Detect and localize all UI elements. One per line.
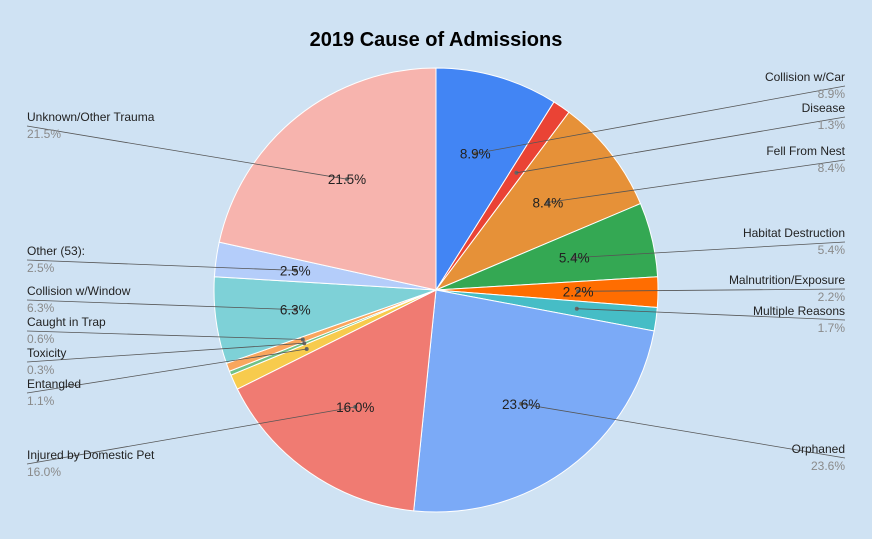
legend-label-unknown-other-trauma: Unknown/Other Trauma [27,110,155,124]
pie-slice-fell-from-nest [434,111,642,292]
pie-slice-unknown-other-trauma [218,67,437,291]
legend-percent-disease: 1.3% [818,118,846,132]
slice-inner-label-habitat-destruction: 5.4% [559,251,590,266]
legend-label-multiple-reasons: Multiple Reasons [753,304,845,318]
slice-inner-label-unknown-other-trauma: 21.5% [328,172,366,187]
legend-label-collision-w-car: Collision w/Car [765,70,845,84]
leader-line-habitat-destruction [574,241,846,258]
legend-label-orphaned: Orphaned [792,442,845,456]
legend-label-malnutrition-exposure: Malnutrition/Exposure [729,273,845,287]
leader-line-fell-from-nest [547,159,846,203]
leader-line-caught-in-trap [26,330,303,340]
legend-label-disease: Disease [802,101,846,115]
leader-line-malnutrition-exposure [578,288,846,292]
legend-percent-entangled: 1.1% [27,394,55,408]
legend-percent-other-53: 2.5% [27,261,55,275]
leader-line-collision-w-car [475,85,846,154]
slice-inner-label-malnutrition-exposure: 2.2% [563,284,594,299]
legend-percent-orphaned: 23.6% [811,459,845,473]
leader-line-injured-by-domestic-pet [26,406,356,465]
legend-label-other-53: Other (53): [27,244,85,258]
legend-label-entangled: Entangled [27,377,81,391]
legend-percent-collision-w-window: 6.3% [27,301,55,315]
legend-label-injured-by-domestic-pet: Injured by Domestic Pet [27,448,155,462]
legend-label-collision-w-window: Collision w/Window [27,284,131,298]
leader-line-collision-w-window [26,299,296,310]
leaders-layer [26,85,846,465]
legend-percent-malnutrition-exposure: 2.2% [818,290,846,304]
leader-line-other-53 [26,259,296,271]
slice-inner-label-fell-from-nest: 8.4% [533,195,564,210]
leader-line-unknown-other-trauma [26,125,348,180]
legend-percent-injured-by-domestic-pet: 16.0% [27,465,61,479]
legend-label-toxicity: Toxicity [27,346,66,360]
pie-slice-orphaned [413,289,655,513]
leader-line-multiple-reasons [576,308,846,321]
legend-percent-unknown-other-trauma: 21.5% [27,127,61,141]
leader-line-toxicity [26,342,305,363]
legend-percent-habitat-destruction: 5.4% [818,243,846,257]
slice-inner-label-other-53: 2.5% [280,263,311,278]
leader-line-entangled [26,348,307,394]
legend-percent-toxicity: 0.3% [27,363,55,377]
legend-percent-collision-w-car: 8.9% [818,87,846,101]
pie-slice-injured-by-domestic-pet [236,289,437,512]
legend-percent-fell-from-nest: 8.4% [818,161,846,175]
slice-inner-label-collision-w-window: 6.3% [280,303,311,318]
slice-inner-label-orphaned: 23.6% [502,397,540,412]
slice-inner-label-collision-w-car: 8.9% [460,147,491,162]
leader-line-disease [516,116,846,174]
legend-label-caught-in-trap: Caught in Trap [27,315,106,329]
legend-percent-multiple-reasons: 1.7% [818,321,846,335]
slices-layer [213,67,659,513]
legend-label-habitat-destruction: Habitat Destruction [743,226,845,240]
slice-inner-label-injured-by-domestic-pet: 16.0% [336,400,374,415]
chart-title: 2019 Cause of Admissions [310,29,563,51]
legend-percent-caught-in-trap: 0.6% [27,332,55,346]
leader-line-orphaned [521,403,846,459]
pie-slice-collision-w-car [435,67,555,292]
labels-layer: 8.9%Collision w/Car8.9%Disease1.3%8.4%Fe… [27,70,846,479]
legend-label-fell-from-nest: Fell From Nest [766,144,845,158]
